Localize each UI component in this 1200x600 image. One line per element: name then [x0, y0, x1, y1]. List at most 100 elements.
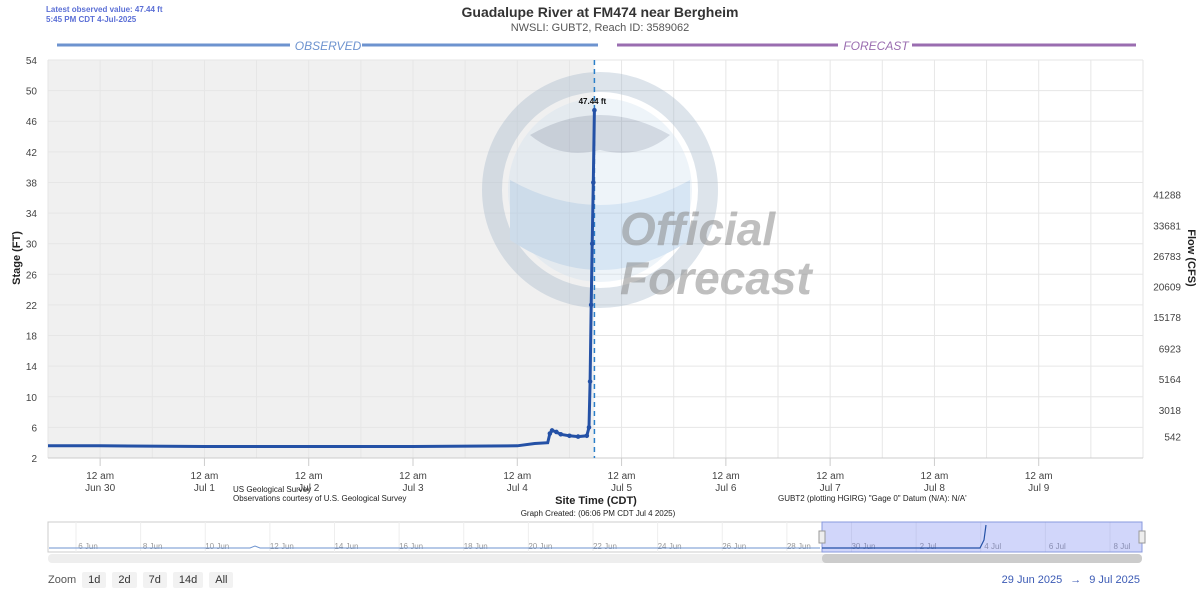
- usgs-line2: Observations courtesy of U.S. Geological…: [233, 494, 406, 503]
- observed-region-background: [48, 60, 595, 458]
- time-tick-label-date: Jul 7: [820, 483, 842, 494]
- navigator-date-label: 20 Jun: [528, 542, 552, 551]
- time-tick-label-time: 12 am: [608, 471, 636, 482]
- observed-stage-point: [575, 434, 581, 439]
- stage-tick-label: 34: [26, 209, 38, 220]
- zoom-all-button[interactable]: All: [209, 572, 234, 588]
- navigator-date-label: 6 Jun: [78, 542, 98, 551]
- navigator-date-label: 26 Jun: [722, 542, 746, 551]
- chart-grid: [47, 59, 1144, 459]
- navigator-date-label: 4 Jul: [984, 542, 1001, 551]
- navigator-scrollbar-thumb[interactable]: [822, 554, 1142, 563]
- flow-axis-label: Flow (CFS): [1185, 229, 1197, 287]
- navigator-date-label: 24 Jun: [658, 542, 682, 551]
- zoom-label: Zoom: [48, 574, 77, 586]
- time-tick-label-time: 12 am: [399, 471, 427, 482]
- time-tick-label-date: Jul 6: [715, 483, 737, 494]
- zoom-1d-button[interactable]: 1d: [82, 572, 107, 588]
- latest-observed-line1: Latest observed value: 47.44 ft: [46, 5, 163, 14]
- navigator-selected-line: [822, 524, 987, 549]
- watermark-forecast: Forecast: [620, 252, 813, 304]
- navigator-handle-right[interactable]: [1138, 530, 1146, 544]
- range-from[interactable]: 29 Jun 2025: [1001, 574, 1063, 586]
- time-tick-label-date: Jul 9: [1028, 483, 1050, 494]
- chart-subtitle: NWSLI: GUBT2, Reach ID: 3589062: [510, 22, 690, 34]
- observed-stage-point: [592, 107, 597, 113]
- stage-tick-label: 10: [26, 393, 38, 404]
- navigator-handle-left[interactable]: [818, 530, 826, 544]
- flow-tick-label: 3018: [1159, 406, 1182, 417]
- stage-tick-label: 26: [26, 270, 38, 281]
- flow-tick-label: 26783: [1153, 252, 1181, 263]
- stage-tick-label: 46: [26, 117, 38, 128]
- time-tick-label-time: 12 am: [712, 471, 740, 482]
- latest-observed-value: Latest observed value: 47.44 ft 5:45 PM …: [46, 5, 163, 25]
- usgs-line1: US Geological Survey: [233, 485, 311, 494]
- stage-axis-label: Stage (FT): [11, 231, 23, 285]
- flow-tick-label: 542: [1164, 433, 1181, 444]
- navigator-date-label: 8 Jun: [143, 542, 163, 551]
- time-tick-label-time: 12 am: [86, 471, 114, 482]
- site-time-label: Site Time (CDT): [555, 495, 637, 507]
- stage-tick-label: 2: [31, 454, 37, 465]
- flow-tick-label: 15178: [1153, 313, 1181, 324]
- navigator-date-label: 8 Jul: [1114, 542, 1131, 551]
- flow-tick-label: 41288: [1153, 191, 1181, 202]
- time-tick-label-time: 12 am: [816, 471, 844, 482]
- graph-created: Graph Created: (06:06 PM CDT Jul 4 2025): [521, 509, 676, 518]
- time-tick-label-date: Jun 30: [85, 483, 115, 494]
- navigator-date-label: 6 Jul: [1049, 542, 1066, 551]
- flow-tick-label: 33681: [1153, 221, 1181, 232]
- observed-stage-point: [558, 431, 564, 437]
- navigator-date-label: 10 Jun: [205, 542, 229, 551]
- time-tick-label-date: Jul 5: [611, 483, 633, 494]
- observed-stage-point: [586, 425, 592, 430]
- navigator-date-label: 28 Jun: [787, 542, 811, 551]
- stage-tick-label: 14: [26, 362, 38, 373]
- watermark-official: Official: [620, 203, 776, 255]
- time-tick-label-date: Jul 1: [194, 483, 216, 494]
- range-arrow: →: [1070, 574, 1082, 586]
- zoom-7d-button[interactable]: 7d: [142, 572, 167, 588]
- navigator-date-label: 30 Jun: [851, 542, 875, 551]
- forecast-label: FORECAST: [843, 39, 910, 53]
- observed-stage-point: [554, 429, 559, 435]
- time-tick-label-time: 12 am: [295, 471, 323, 482]
- navigator-date-label: 22 Jun: [593, 542, 617, 551]
- zoom-controls: Zoom 1d 2d 7d 14d All: [48, 572, 234, 588]
- range-to[interactable]: 9 Jul 2025: [1089, 574, 1140, 586]
- datum-note: GUBT2 (plotting HGIRG) "Gage 0" Datum (N…: [778, 494, 967, 503]
- time-tick-label-time: 12 am: [1025, 471, 1053, 482]
- flow-tick-label: 5164: [1159, 375, 1182, 386]
- navigator-frame: [47, 521, 1143, 553]
- observed-stage-points: [547, 107, 597, 439]
- flow-tick-label: 20609: [1153, 283, 1181, 294]
- stage-tick-label: 30: [26, 240, 38, 251]
- stage-tick-label: 38: [26, 178, 38, 189]
- stage-tick-label: 18: [26, 332, 38, 343]
- latest-observed-line2: 5:45 PM CDT 4-Jul-2025: [46, 15, 137, 24]
- stage-tick-label: 50: [26, 87, 38, 98]
- zoom-2d-button[interactable]: 2d: [112, 572, 137, 588]
- stage-tick-label: 22: [26, 301, 38, 312]
- observed-stage-point: [549, 428, 555, 433]
- stage-tick-label: 6: [31, 423, 37, 434]
- navigator-labels: 6 Jun 8 Jun 10 Jun 12 Jun 14 Jun 16 Jun 18 Jun…: [75, 522, 1131, 552]
- time-tick-label-time: 12 am: [921, 471, 949, 482]
- navigator-date-label: 16 Jun: [399, 542, 423, 551]
- time-tick-label-date: Jul 3: [402, 483, 424, 494]
- navigator-date-label: 12 Jun: [270, 542, 294, 551]
- observed-label: OBSERVED: [295, 39, 362, 53]
- observed-stage-point: [589, 241, 595, 246]
- stage-tick-label: 42: [26, 148, 38, 159]
- stage-tick-label: 54: [26, 56, 38, 67]
- zoom-14d-button[interactable]: 14d: [172, 572, 204, 588]
- time-tick-label-date: Jul 8: [924, 483, 946, 494]
- time-tick-label-time: 12 am: [503, 471, 531, 482]
- date-range: 29 Jun 2025 → 9 Jul 2025: [1002, 574, 1140, 586]
- flow-tick-label: 6923: [1159, 345, 1182, 356]
- chart-title: Guadalupe River at FM474 near Bergheim: [461, 4, 739, 20]
